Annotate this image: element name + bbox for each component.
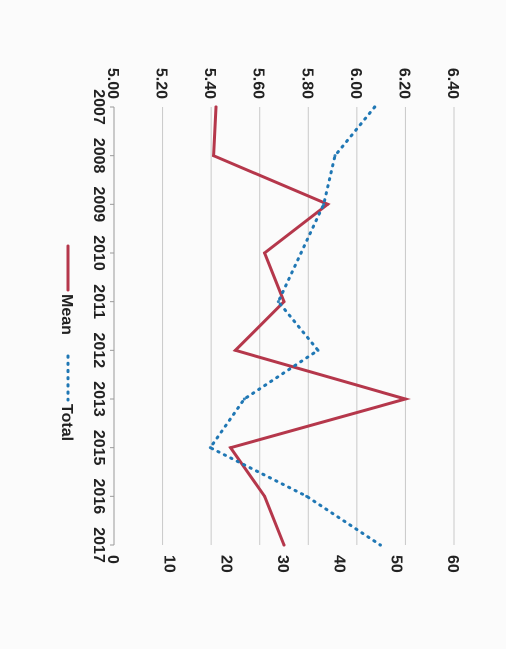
data-point-mean <box>403 397 407 401</box>
right-axis-tick-label: 20 <box>217 555 234 573</box>
x-axis-tick-label: 2011 <box>90 284 107 319</box>
left-axis-tick-label: 5.60 <box>250 68 267 99</box>
data-point-total <box>299 251 303 255</box>
data-point-total <box>242 397 246 401</box>
right-axis-tick-label: 50 <box>387 555 404 573</box>
x-axis-tick-label: 2013 <box>90 381 107 417</box>
data-point-mean <box>263 251 267 255</box>
right-axis-tick-label: 40 <box>331 555 348 573</box>
data-point-mean <box>282 543 286 547</box>
data-point-mean <box>233 348 237 352</box>
series-line-total <box>208 105 382 547</box>
left-axis-tick-label: 6.40 <box>444 68 461 99</box>
data-point-total <box>322 202 326 206</box>
chart-root: 5.00 5.20 5.40 5.60 5.80 6.00 6.20 6.40 0 10 20 30 4… <box>58 68 461 573</box>
data-point-total <box>333 154 337 158</box>
x-axis-tick-label: 2017 <box>90 527 107 563</box>
left-axis-tick-label: 5.00 <box>104 68 121 99</box>
x-axis-tick-label: 2016 <box>90 479 107 515</box>
data-point-mean <box>229 446 233 450</box>
right-axis-tick-label: 30 <box>274 555 291 573</box>
data-point-mean <box>326 202 330 206</box>
series-layer <box>208 105 411 547</box>
x-axis-tick-label: 2012 <box>90 333 107 369</box>
data-point-total <box>276 300 280 304</box>
data-point-total <box>208 446 212 450</box>
left-axis-tick-label: 5.40 <box>201 68 218 99</box>
data-point-mean <box>282 300 286 304</box>
legend-label-total: Total <box>58 404 75 441</box>
axis-layer: 5.00 5.20 5.40 5.60 5.80 6.00 6.20 6.40 0 10 20 30 4… <box>90 68 461 573</box>
left-axis-tick-label: 6.00 <box>347 68 364 99</box>
data-point-total <box>305 494 309 498</box>
data-point-total <box>378 543 382 547</box>
legend-label-mean: Mean <box>58 294 75 335</box>
legend: Mean Total <box>58 244 75 441</box>
gridlines <box>113 107 455 545</box>
right-axis-tick-label: 60 <box>444 555 461 573</box>
data-point-total <box>316 348 320 352</box>
series-line-mean <box>212 105 411 547</box>
x-axis-tick-label: 2007 <box>90 89 107 125</box>
x-axis-tick-label: 2009 <box>90 187 107 223</box>
data-point-total <box>373 105 377 109</box>
right-axis-tick-label: 0 <box>104 555 121 564</box>
data-point-mean <box>212 154 216 158</box>
left-axis-tick-label: 6.20 <box>395 68 412 99</box>
x-axis-tick-label: 2008 <box>90 138 107 174</box>
x-axis-tick-label: 2015 <box>90 430 107 466</box>
data-point-mean <box>263 494 267 498</box>
left-axis-tick-label: 5.80 <box>298 68 315 99</box>
data-point-mean <box>214 105 218 109</box>
x-axis-tick-label: 2010 <box>90 235 107 271</box>
left-axis-tick-label: 5.20 <box>153 68 170 99</box>
right-axis-tick-label: 10 <box>161 555 178 573</box>
